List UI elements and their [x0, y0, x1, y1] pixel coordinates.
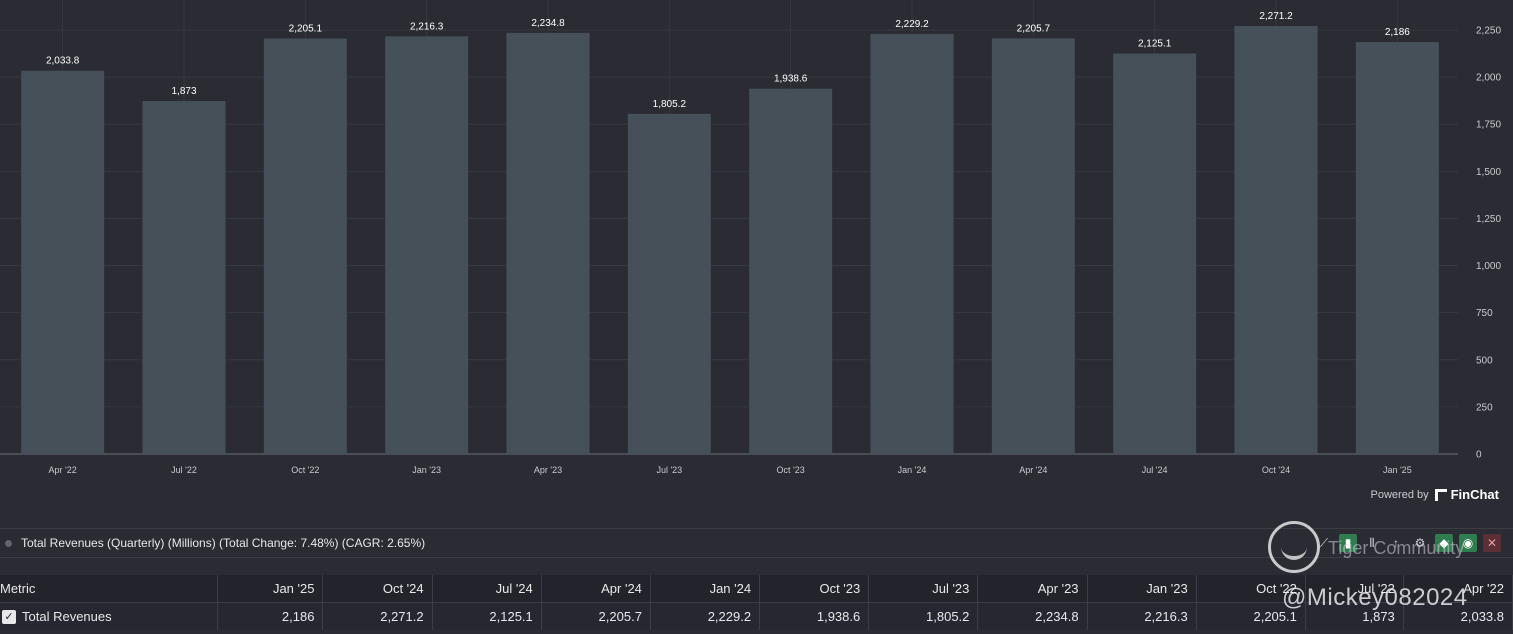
bar	[142, 101, 226, 455]
bar-value-label: 1,938.6	[774, 74, 808, 85]
y-tick-label: 500	[1476, 355, 1493, 366]
tiger-watermark-icon	[1268, 521, 1320, 573]
bar	[749, 88, 833, 454]
bar-value-label: 2,271.2	[1259, 11, 1293, 22]
value-cell: 2,125.1	[432, 602, 542, 630]
bar-value-label: 1,805.2	[653, 99, 687, 110]
table-header-row: Metric Jan '25 Oct '24 Jul '24 Apr '24 Jan '2…	[0, 575, 1513, 603]
sort-icon[interactable]: ↑	[1393, 536, 1399, 550]
period-column-header[interactable]: Jan '23	[1087, 575, 1197, 603]
period-column-header[interactable]: Jan '24	[650, 575, 761, 603]
series-summary-text: Total Revenues (Quarterly) (Millions) (T…	[21, 536, 426, 550]
x-tick-label: Oct '22	[291, 465, 319, 475]
finchat-logo-icon	[1434, 488, 1447, 501]
bar-value-label: 2,033.8	[46, 56, 80, 67]
powered-by-label: Powered by	[1370, 488, 1429, 501]
watermark-handle: @Mickey082024	[1282, 584, 1468, 611]
y-tick-label: 2,000	[1476, 73, 1501, 84]
bar-value-label: 2,205.7	[1017, 23, 1051, 34]
powered-by: Powered by FinChat	[1371, 487, 1499, 502]
x-tick-label: Apr '23	[534, 465, 562, 475]
bar-chart-icon[interactable]: ▮	[1339, 534, 1357, 552]
value-cell: 2,234.8	[977, 602, 1088, 630]
y-tick-label: 1,750	[1476, 120, 1501, 131]
bar	[1113, 53, 1197, 454]
metric-column-header: Metric	[0, 575, 218, 603]
x-tick-label: Jan '24	[898, 465, 927, 475]
y-tick-label: 1,000	[1476, 261, 1501, 272]
period-column-header[interactable]: Apr '23	[977, 575, 1088, 603]
y-tick-label: 2,250	[1476, 26, 1501, 37]
y-tick-label: 750	[1476, 308, 1493, 319]
x-tick-label: Jul '23	[656, 465, 682, 475]
x-tick-label: Apr '22	[49, 465, 77, 475]
series-summary-bar: Total Revenues (Quarterly) (Millions) (T…	[0, 528, 1513, 558]
x-tick-label: Jul '24	[1142, 465, 1168, 475]
x-tick-label: Apr '24	[1019, 465, 1047, 475]
bar	[506, 32, 590, 455]
watermark-text: Tiger Community	[1328, 538, 1465, 558]
period-column-header[interactable]: Apr '24	[541, 575, 651, 603]
y-tick-label: 0	[1476, 450, 1482, 461]
stacked-bar-icon[interactable]: ⫴	[1369, 535, 1375, 550]
bar	[870, 33, 954, 454]
bar-value-label: 2,216.3	[410, 21, 444, 32]
checkbox-icon[interactable]: ✓	[2, 610, 16, 625]
bar-value-label: 2,234.8	[531, 18, 565, 29]
line-chart-icon[interactable]: ⟋	[1319, 535, 1329, 550]
bar	[263, 38, 347, 455]
x-tick-label: Oct '23	[777, 465, 805, 475]
x-tick-label: Jan '23	[412, 465, 441, 475]
eye-icon[interactable]: ◉	[1459, 534, 1477, 552]
y-tick-label: 1,250	[1476, 214, 1501, 225]
table-row: ✓ Total Revenues 2,186 2,271.2 2,125.1 2,205.…	[0, 602, 1513, 630]
value-cell: 2,186	[217, 602, 324, 630]
bar	[385, 36, 469, 454]
bar	[21, 70, 105, 454]
value-cell: 2,229.2	[650, 602, 761, 630]
value-cell: 1,873	[1305, 602, 1404, 630]
period-column-header[interactable]: Apr '22	[1403, 575, 1513, 603]
period-column-header[interactable]: Jan '25	[217, 575, 324, 603]
period-column-header[interactable]: Jul '24	[432, 575, 542, 603]
bar	[627, 113, 711, 454]
period-column-header[interactable]: Oct '23	[759, 575, 870, 603]
bar	[1355, 42, 1439, 454]
metric-name-label: Total Revenues	[22, 608, 112, 624]
bar-value-label: 1,873	[171, 86, 196, 97]
metric-name-cell[interactable]: ✓ Total Revenues	[0, 602, 218, 630]
metrics-table: Metric Jan '25 Oct '24 Jul '24 Apr '24 Jan '2…	[0, 575, 1513, 630]
tag-icon[interactable]: ◆	[1435, 534, 1453, 552]
y-tick-label: 1,500	[1476, 167, 1501, 178]
value-cell: 2,271.2	[322, 602, 433, 630]
y-tick-label: 250	[1476, 402, 1493, 413]
gear-icon[interactable]: ⚙	[1414, 536, 1426, 550]
period-column-header[interactable]: Jul '22	[1305, 575, 1404, 603]
bar-value-label: 2,186	[1385, 27, 1410, 38]
bar	[991, 38, 1075, 455]
finchat-brand: FinChat	[1450, 487, 1499, 502]
bar-value-label: 2,205.1	[289, 23, 323, 34]
period-column-header[interactable]: Oct '22	[1196, 575, 1306, 603]
period-column-header[interactable]: Jul '23	[868, 575, 979, 603]
bar-value-label: 2,229.2	[895, 19, 929, 30]
value-cell: 2,205.1	[1196, 602, 1306, 630]
value-cell: 2,216.3	[1087, 602, 1197, 630]
table-body: ✓ Total Revenues 2,186 2,271.2 2,125.1 2,205.…	[0, 602, 1513, 630]
bar-value-label: 2,125.1	[1138, 39, 1172, 50]
x-tick-label: Jan '25	[1383, 465, 1412, 475]
bar	[1234, 26, 1318, 455]
value-cell: 2,205.7	[541, 602, 651, 630]
series-toolbar: ⟋ ▮ ⫴ ↑ ⚙ ◆ ◉ ✕	[1315, 529, 1501, 557]
value-cell: 1,938.6	[759, 602, 870, 630]
series-color-dot	[5, 539, 12, 547]
revenue-bar-chart: 0 250 500 750 1,000 1,250 1,500 1,750 2,000 2,250…	[0, 0, 1501, 475]
finchat-logo[interactable]: FinChat	[1434, 487, 1499, 502]
value-cell: 2,033.8	[1403, 602, 1513, 630]
x-tick-label: Oct '24	[1262, 465, 1290, 475]
value-cell: 1,805.2	[868, 602, 979, 630]
period-column-header[interactable]: Oct '24	[322, 575, 433, 603]
x-tick-label: Jul '22	[171, 465, 197, 475]
close-icon[interactable]: ✕	[1483, 534, 1501, 552]
